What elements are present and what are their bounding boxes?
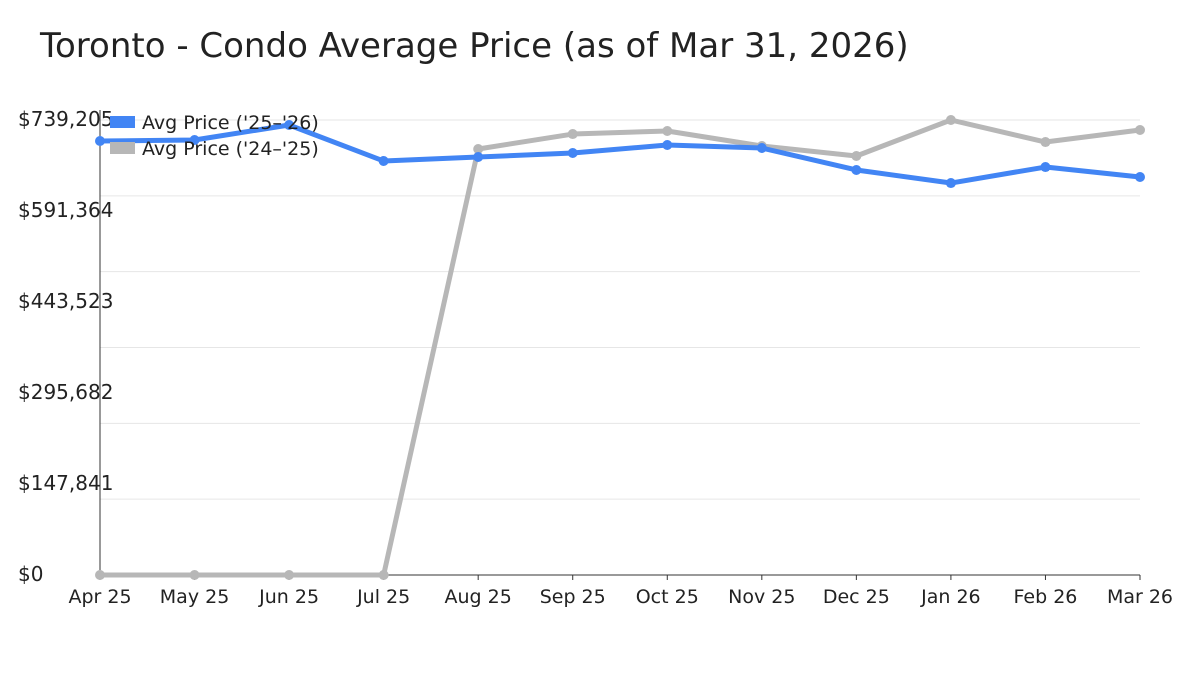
data-point [662, 126, 673, 137]
data-point [473, 151, 484, 162]
chart-title: Toronto - Condo Average Price (as of Mar… [40, 26, 909, 66]
x-tick-label: Oct 25 [636, 586, 699, 608]
y-tick-label: $739,205 [18, 107, 113, 131]
data-point [851, 151, 862, 162]
data-point [378, 155, 389, 166]
x-tick-label: Apr 25 [68, 586, 131, 608]
x-tick-label: Mar 26 [1107, 586, 1173, 608]
x-tick-label: Jul 25 [356, 586, 410, 608]
data-point [1135, 124, 1145, 135]
y-tick-label: $443,523 [18, 289, 113, 313]
y-tick-label: $147,841 [18, 471, 113, 495]
x-tick-label: Feb 26 [1014, 586, 1078, 608]
x-tick-label: Aug 25 [445, 586, 512, 608]
data-point [284, 570, 295, 580]
legend-label-0: Avg Price ('25–'26) [142, 112, 319, 134]
legend-label-1: Avg Price ('24–'25) [142, 138, 319, 160]
data-point [95, 570, 105, 580]
data-point [95, 135, 105, 146]
data-point [189, 570, 200, 580]
data-point [756, 143, 767, 154]
data-point [189, 135, 200, 146]
legend-swatch-0 [110, 116, 135, 128]
legend-swatch-1 [110, 142, 135, 154]
series-line-0 [99, 122, 1141, 186]
x-tick-label: Sep 25 [540, 586, 606, 608]
y-tick-label: $591,364 [18, 198, 113, 222]
x-tick-label: May 25 [160, 586, 230, 608]
x-tick-label: Nov 25 [728, 586, 795, 608]
data-point [473, 143, 484, 154]
data-point [378, 570, 389, 580]
data-point [567, 129, 578, 140]
data-point [1040, 137, 1051, 148]
x-tick-label: Dec 25 [823, 586, 890, 608]
y-tick-label: $295,682 [18, 380, 113, 404]
data-point [851, 164, 862, 175]
data-point [284, 119, 295, 130]
data-point [662, 139, 673, 150]
data-point [1135, 172, 1145, 183]
x-tick-label: Jun 25 [258, 586, 319, 608]
x-tick-label: Jan 26 [920, 586, 981, 608]
y-tick-label: $0 [18, 562, 43, 586]
data-point [1040, 162, 1051, 173]
data-point [567, 147, 578, 158]
data-point [945, 115, 956, 125]
series-line-1 [100, 117, 1141, 578]
data-point [945, 178, 956, 189]
